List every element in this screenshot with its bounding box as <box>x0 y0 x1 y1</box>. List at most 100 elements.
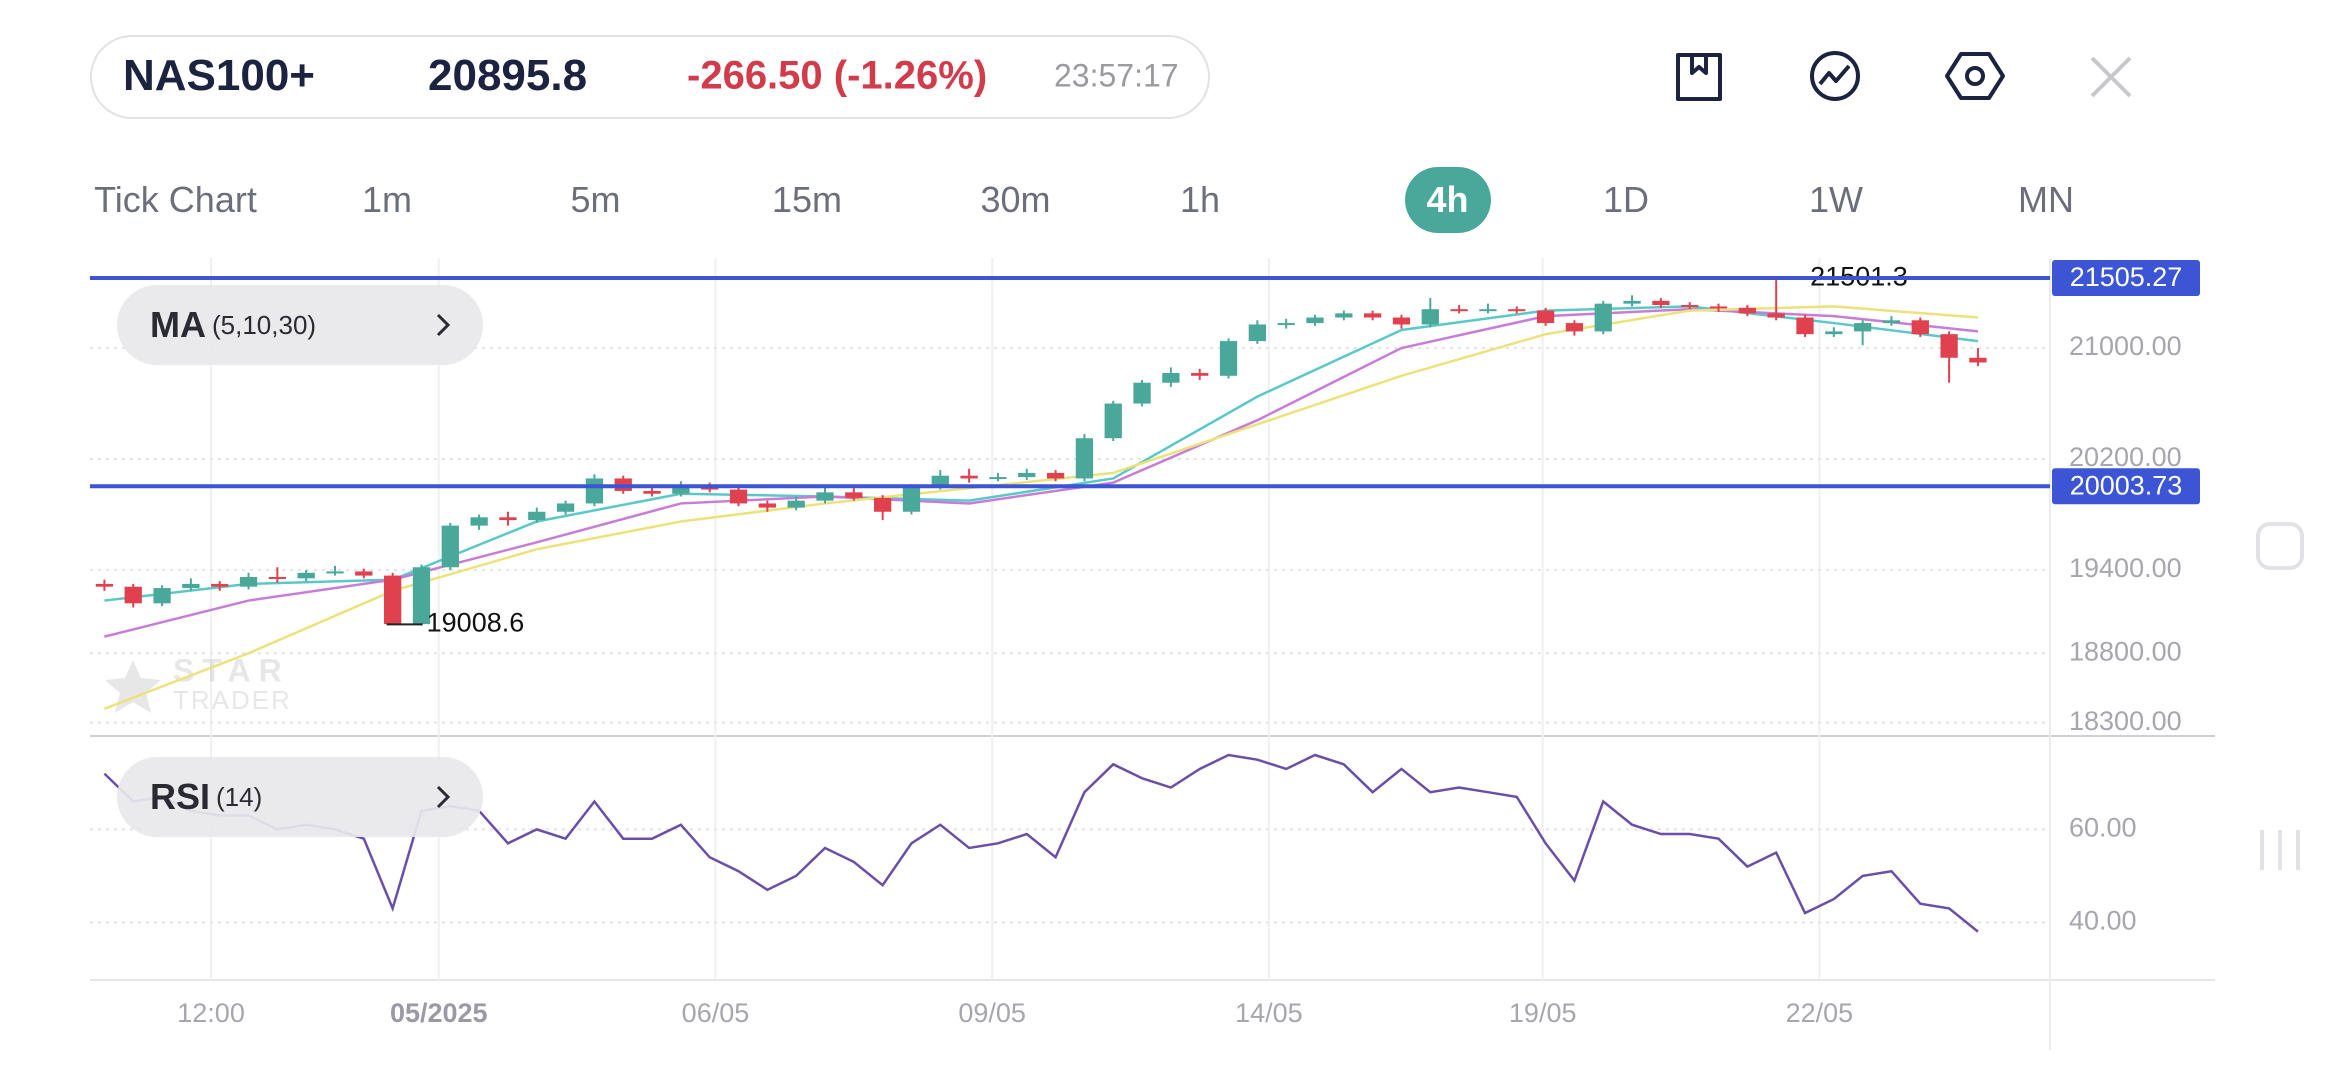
candle-body <box>672 486 690 494</box>
candle-body <box>1191 373 1209 376</box>
timeframe[interactable]: 1m <box>361 179 413 220</box>
price: 20895.8 <box>428 51 588 100</box>
timeframe[interactable]: 1h <box>1179 179 1221 220</box>
candle-body <box>1767 313 1785 318</box>
candle-body <box>701 486 719 490</box>
candle-body <box>441 525 459 568</box>
timeframe[interactable]: 15m <box>771 179 843 220</box>
rsi-line <box>103 753 1979 933</box>
x-tick-label: 14/05 <box>1235 998 1303 1028</box>
indicator-label: MA <box>150 304 206 345</box>
y-tick-label: 20200.00 <box>2069 442 2182 472</box>
price-line-label: 21505.27 <box>2070 262 2183 292</box>
candle-body <box>758 503 776 508</box>
close-icon[interactable] <box>2090 56 2132 98</box>
candle-body <box>1508 309 1526 312</box>
candle-body <box>1248 324 1266 342</box>
pill-bg <box>117 285 483 365</box>
candle-body <box>1392 317 1411 325</box>
candle-body <box>1219 341 1238 376</box>
timeframe[interactable]: MN <box>2018 179 2074 220</box>
candle-body <box>1536 310 1555 324</box>
candle-body <box>1479 309 1497 312</box>
candle-body <box>1623 300 1641 304</box>
x-tick-label: 05/2025 <box>390 998 488 1028</box>
x-tick-label: 12:00 <box>177 998 245 1028</box>
candle-body <box>874 497 892 512</box>
candle-body <box>1046 472 1065 479</box>
pill-bg <box>117 757 483 837</box>
timeframe[interactable]: 4h <box>1404 167 1491 233</box>
timeframe[interactable]: 1W <box>1809 179 1863 220</box>
annotation-label: 19008.6 <box>427 607 525 637</box>
candle-body <box>1709 306 1728 309</box>
y-tick-label: 21000.00 <box>2069 331 2182 361</box>
indicator-params: (14) <box>216 782 262 812</box>
y-tick-label: 19400.00 <box>2069 553 2182 583</box>
candle-body <box>902 486 921 512</box>
candle-body <box>470 517 488 526</box>
x-tick-label: 06/05 <box>682 998 750 1028</box>
change: -266.50 (-1.26%) <box>687 53 988 98</box>
x-tick-label: 22/05 <box>1786 998 1854 1028</box>
candle-body <box>412 567 431 625</box>
candle-body <box>268 576 286 579</box>
price-line-label: 20003.73 <box>2070 470 2183 500</box>
candle-body <box>355 571 373 576</box>
candle-body <box>643 490 661 494</box>
settings-icon[interactable] <box>1945 52 2005 100</box>
indicator-icon[interactable] <box>1810 51 1860 101</box>
candle-body <box>95 583 114 587</box>
candle-body <box>211 583 229 587</box>
candle-body <box>816 492 834 501</box>
candle-body <box>153 588 171 604</box>
candle-body <box>1940 334 1958 358</box>
candle-body <box>787 500 805 508</box>
indicator-name: RSI (14) <box>150 776 262 817</box>
indicator-pill[interactable]: MA (5,10,30) <box>117 285 483 365</box>
ma-line <box>103 305 1979 710</box>
candle-body <box>1652 300 1670 306</box>
timeframe[interactable]: 30m <box>980 179 1051 220</box>
grid <box>90 347 2050 924</box>
candle-body <box>1421 309 1439 325</box>
x-tick-label: 09/05 <box>958 998 1026 1028</box>
pill-chevron <box>436 313 451 337</box>
candle-body <box>297 572 315 579</box>
watermark-text: STAR <box>173 652 290 688</box>
candle-body <box>1075 438 1094 479</box>
candle-body <box>556 503 575 512</box>
symbol: NAS100+ <box>123 51 316 100</box>
y-tick-label: 18300.00 <box>2069 706 2182 736</box>
toolbar-icons <box>1676 51 2132 101</box>
bookmark-icon[interactable] <box>1676 53 1722 101</box>
y-tick-label: 40.00 <box>2069 905 2137 935</box>
candle-body <box>1969 357 1987 363</box>
timeframe[interactable]: 5m <box>570 179 621 220</box>
x-tick-label: 19/05 <box>1509 998 1577 1028</box>
indicator-pill[interactable]: RSI (14) <box>117 757 483 837</box>
indicator-params: (5,10,30) <box>212 310 316 340</box>
candle-body <box>326 571 344 574</box>
candle-body <box>729 489 748 504</box>
y-tick-label: 60.00 <box>2069 813 2137 843</box>
price-line-tag <box>2052 259 2200 296</box>
candle-body <box>1681 305 1699 308</box>
timeframe[interactable]: Tick Chart <box>94 179 257 220</box>
candle-body <box>1796 317 1814 335</box>
candle-body <box>1594 303 1612 332</box>
candle-body <box>845 492 863 498</box>
candle-body <box>499 517 517 521</box>
candle-body <box>989 477 1007 480</box>
watermark-star <box>105 660 161 713</box>
candle-body <box>239 576 258 587</box>
candle-body <box>1364 313 1382 318</box>
quote-bar[interactable] <box>90 35 1210 119</box>
side-square <box>2256 522 2304 570</box>
timeframe[interactable]: 1D <box>1602 179 1650 220</box>
candle-body <box>585 478 604 504</box>
pill-chevron <box>436 785 451 809</box>
candle-body <box>614 478 632 491</box>
candle-body <box>1565 323 1584 332</box>
